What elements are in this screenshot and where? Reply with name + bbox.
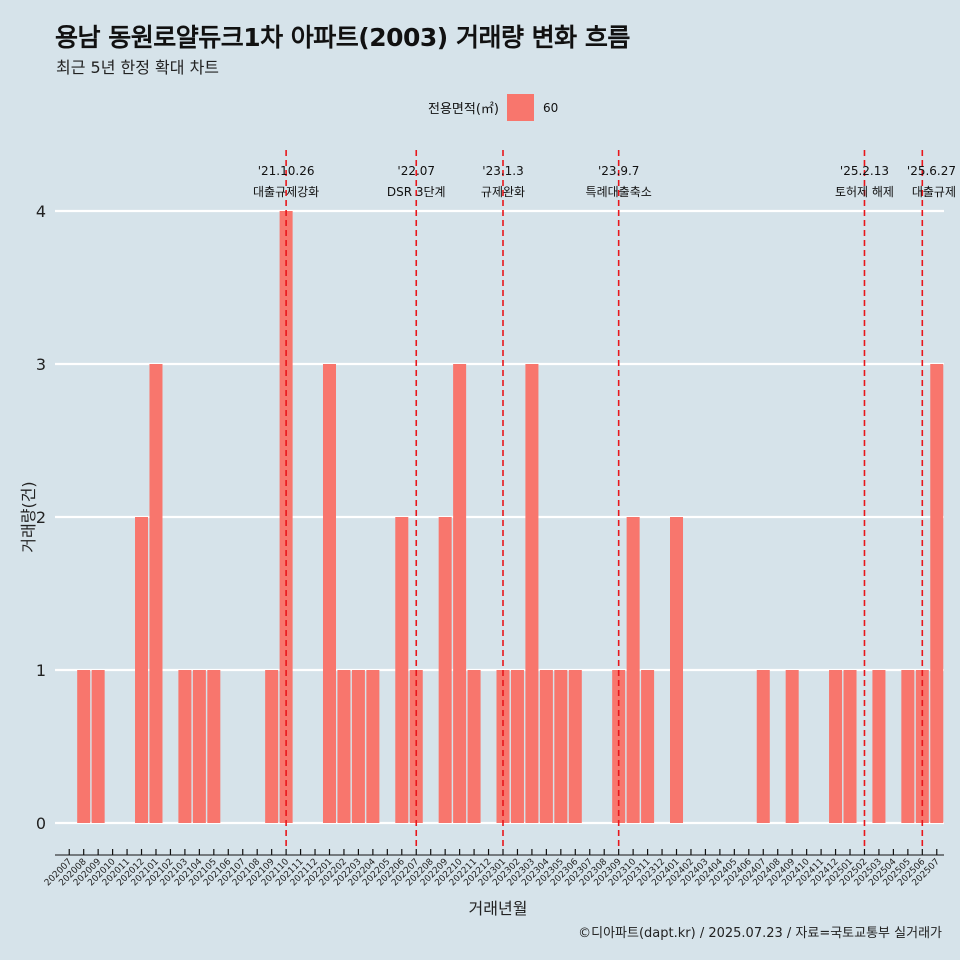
bar-202507 [930,364,944,823]
y-axis: 0 1 2 3 4 [36,202,46,833]
bar-202409 [785,670,799,823]
bar-202210 [453,364,467,823]
event-lines: '21.10.26 대출규제강화 '22.07 DSR 3단계 '23.1.3 규제완화 '… [253,150,956,850]
bar-202201 [322,364,336,823]
bars [77,211,944,823]
source-caption: ©디아파트(dapt.kr) / 2025.07.23 / 자료=국토교통부 실… [578,926,942,941]
event-date: '22.07 [397,164,435,178]
event-label: 토허제 해제 [835,185,894,199]
y-tick-label: 4 [36,202,46,221]
bar-202008 [77,670,91,823]
bar-202505 [901,670,915,823]
bar-202305 [554,670,568,823]
event-label: 규제완화 [481,185,525,199]
bar-202302 [510,670,524,823]
legend: 전용면적(㎡) 60 [428,94,558,121]
bar-202207 [409,670,423,823]
x-axis: 2020072020082020092020102020112020122021… [43,849,944,888]
bar-202304 [539,670,553,823]
y-axis-title: 거래량(건) [19,481,38,552]
event-label: DSR 3단계 [387,185,446,199]
legend-swatch [506,94,534,121]
bar-202503 [872,670,886,823]
legend-title: 전용면적(㎡) [428,102,499,117]
bar-202506 [915,670,929,823]
bar-202209 [438,517,452,823]
bar-202306 [568,670,582,823]
bar-202204 [366,670,380,823]
bar-202104 [192,670,206,823]
event-date: '25.2.13 [840,164,889,178]
bar-202211 [467,670,481,823]
bar-202101 [149,364,163,823]
event-label: 대출규제 [912,185,956,199]
bar-202311 [641,670,655,823]
event-date: '21.10.26 [258,164,315,178]
bar-202407 [756,670,770,823]
bar-202310 [626,517,640,823]
bar-202309 [612,670,626,823]
y-tick-label: 0 [36,814,46,833]
bar-202009 [91,670,105,823]
chart-subtitle: 최근 5년 한정 확대 차트 [56,58,220,77]
event-date: '25.6.27 [907,164,956,178]
y-tick-label: 2 [36,508,46,527]
event-label: 특례대출축소 [586,185,652,199]
bar-202203 [351,670,365,823]
bar-202206 [395,517,409,823]
bar-202109 [265,670,279,823]
bar-202012 [135,517,149,823]
event-label: 대출규제강화 [253,185,319,199]
x-axis-title: 거래년월 [469,899,528,918]
bar-202105 [207,670,221,823]
bar-202501 [843,670,857,823]
event-date: '23.1.3 [482,164,523,178]
bar-202202 [337,670,351,823]
bar-202401 [670,517,684,823]
y-tick-label: 3 [36,355,46,374]
legend-label: 60 [542,100,559,115]
bar-202303 [525,364,539,823]
bar-202103 [178,670,192,823]
bar-202412 [829,670,843,823]
event-date: '23.9.7 [598,164,639,178]
chart-title: 용남 동원로얄듀크1차 아파트(2003) 거래량 변화 흐름 [55,23,630,52]
y-tick-label: 1 [36,661,46,680]
bar-202110 [279,211,293,823]
bar-202301 [496,670,510,823]
